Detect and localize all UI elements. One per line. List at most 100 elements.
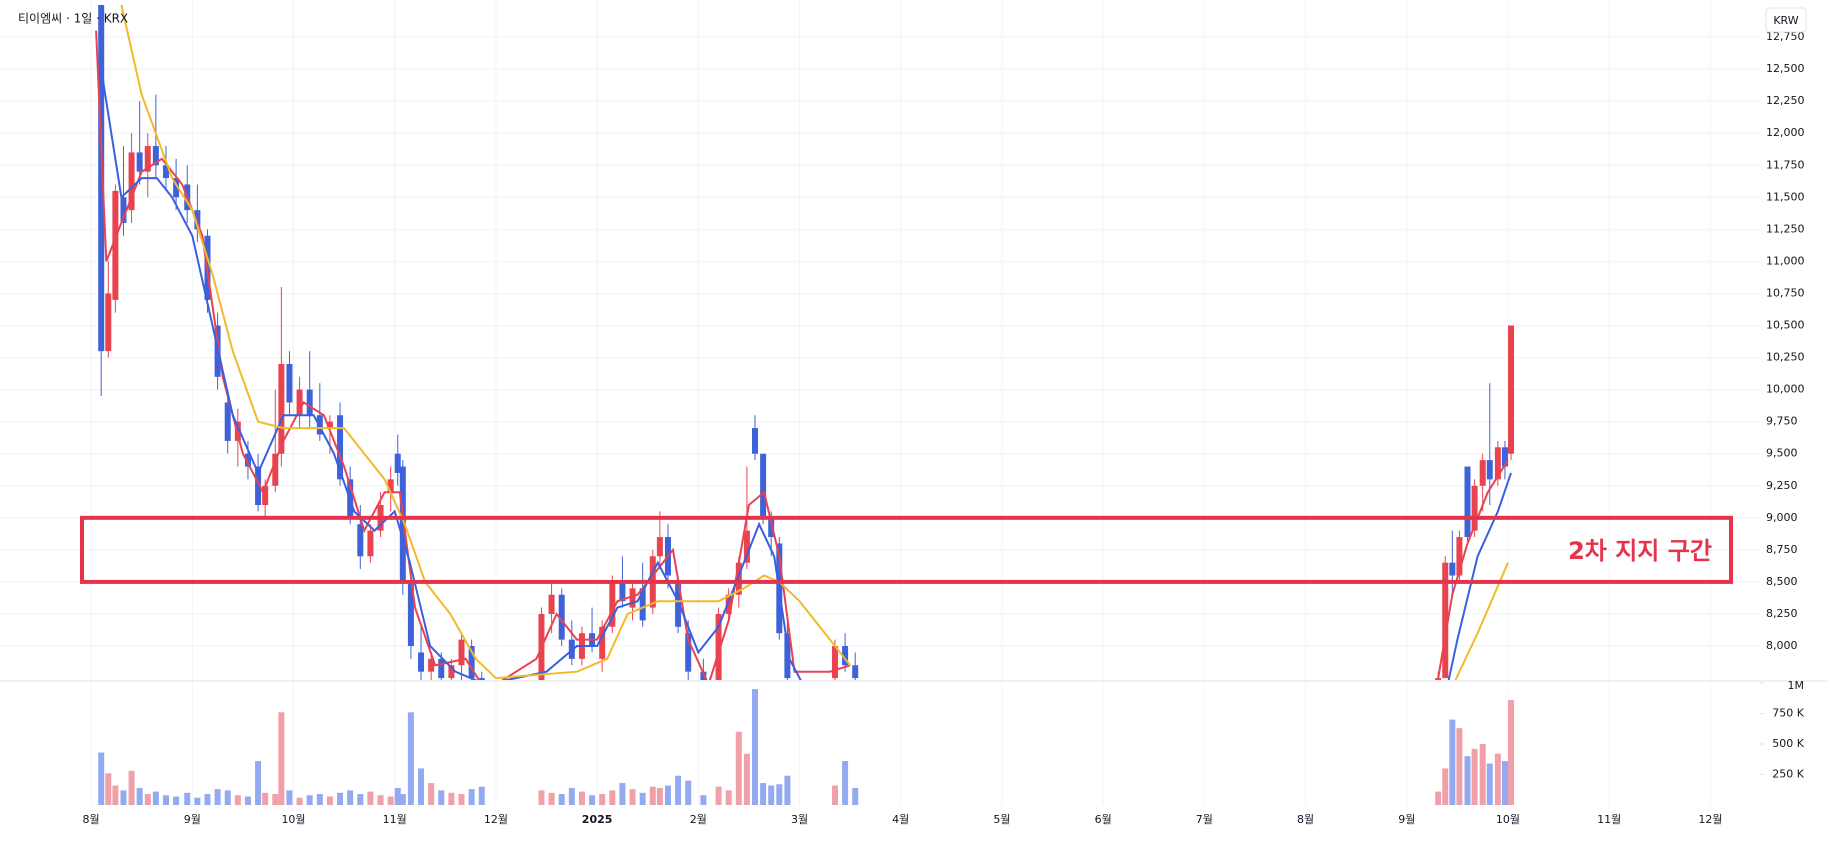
volume-bar bbox=[224, 790, 231, 805]
candle-body bbox=[1449, 562, 1456, 576]
volume-bar bbox=[105, 773, 112, 805]
volume-bar bbox=[1486, 763, 1493, 805]
volume-bar bbox=[548, 792, 555, 805]
candle-body bbox=[743, 530, 750, 563]
candle-body bbox=[1508, 325, 1515, 454]
candle-body bbox=[468, 646, 475, 679]
x-tick-label: 12월 bbox=[1698, 813, 1722, 826]
x-tick-label: 10월 bbox=[281, 813, 305, 826]
candle-body bbox=[244, 453, 251, 467]
axes: 8,000 8,250 8,500 8,750 9,000 9,250 9,500 9,750… bbox=[83, 30, 1805, 826]
volume-bar bbox=[776, 784, 783, 805]
candle-body bbox=[262, 485, 269, 505]
candle-body bbox=[399, 466, 406, 582]
y-tick-label: 8,000 bbox=[1766, 639, 1798, 652]
candle-body bbox=[609, 581, 616, 627]
candle-body bbox=[685, 633, 692, 672]
volume-bar bbox=[852, 787, 859, 805]
volume-bar bbox=[752, 689, 759, 805]
candle-body bbox=[1442, 562, 1449, 679]
volume-bar bbox=[244, 796, 251, 805]
y-tick-label: 12,000 bbox=[1766, 126, 1805, 139]
y-tick-label: 12,500 bbox=[1766, 62, 1805, 75]
candle-body bbox=[842, 646, 849, 666]
volume-bar bbox=[438, 790, 445, 805]
y-tick-label: 11,000 bbox=[1766, 254, 1805, 267]
volume-bar bbox=[347, 790, 354, 805]
candle-body bbox=[1456, 537, 1463, 576]
volume-bar bbox=[538, 790, 545, 805]
candle-body bbox=[448, 665, 455, 679]
volume-bar bbox=[184, 792, 191, 805]
candle-body bbox=[255, 466, 262, 505]
candle-body bbox=[831, 646, 838, 679]
volume-bar bbox=[700, 795, 707, 805]
candle-body bbox=[1479, 460, 1486, 486]
y-tick-label: 10,750 bbox=[1766, 286, 1805, 299]
volume-bar bbox=[1449, 719, 1456, 805]
y-tick-label: 8,750 bbox=[1766, 543, 1798, 556]
volume-bar bbox=[272, 794, 279, 805]
candle-body bbox=[599, 626, 606, 659]
candle-body bbox=[98, 5, 105, 352]
grid bbox=[0, 0, 1760, 805]
volume-bar bbox=[120, 790, 127, 805]
volume-bar bbox=[316, 794, 323, 805]
volume-bar bbox=[262, 792, 269, 805]
candle-body bbox=[784, 633, 791, 679]
x-tick-label: 10월 bbox=[1496, 813, 1520, 826]
volume-bar bbox=[831, 785, 838, 805]
volume-bar bbox=[387, 796, 394, 805]
volume-bar bbox=[112, 785, 119, 805]
volume-bar bbox=[1435, 791, 1442, 805]
volume-bar bbox=[768, 785, 775, 805]
volume-tick-label: 1M bbox=[1788, 679, 1805, 692]
x-tick-label: 9월 bbox=[184, 813, 201, 826]
volume-bar bbox=[98, 752, 105, 805]
volume-bar bbox=[204, 794, 211, 805]
volume-bar bbox=[234, 795, 241, 805]
volume-bar bbox=[136, 787, 143, 805]
volume-bar bbox=[735, 731, 742, 805]
candle-body bbox=[326, 421, 333, 429]
x-tick-label: 8월 bbox=[1297, 813, 1314, 826]
x-tick-label: 3월 bbox=[791, 813, 808, 826]
volume-bar bbox=[255, 761, 262, 805]
volume-bar bbox=[609, 790, 616, 805]
volume-bar bbox=[478, 786, 485, 805]
x-tick-label: 8월 bbox=[83, 813, 100, 826]
candle-body bbox=[224, 402, 231, 441]
y-tick-label: 9,500 bbox=[1766, 447, 1798, 460]
x-tick-label: 12월 bbox=[484, 813, 508, 826]
y-tick-label: 10,250 bbox=[1766, 351, 1805, 364]
x-tick-label: 7월 bbox=[1196, 813, 1213, 826]
volume-bar bbox=[1479, 744, 1486, 805]
volume-bar bbox=[399, 794, 406, 805]
volume-bar bbox=[162, 795, 169, 805]
candle-body bbox=[548, 594, 555, 614]
x-tick-label: 2월 bbox=[690, 813, 707, 826]
candle-body bbox=[306, 389, 313, 416]
candle-body bbox=[458, 639, 465, 666]
volume-bar bbox=[306, 795, 313, 805]
y-tick-label: 12,250 bbox=[1766, 94, 1805, 107]
volume-tick-label: 250 K bbox=[1772, 768, 1804, 781]
candle-body bbox=[1501, 447, 1508, 467]
y-tick-label: 8,500 bbox=[1766, 575, 1798, 588]
candle-body bbox=[715, 613, 722, 680]
volume-bar bbox=[649, 786, 656, 805]
volume-bar bbox=[589, 795, 596, 805]
volume-bar bbox=[725, 790, 732, 805]
candle-body bbox=[752, 428, 759, 454]
candle-body bbox=[428, 658, 435, 672]
candle-body bbox=[272, 453, 279, 486]
candle-body bbox=[1486, 460, 1493, 480]
volume-bar bbox=[418, 768, 425, 805]
volume-bar bbox=[1464, 756, 1471, 805]
volume-pane bbox=[98, 689, 1515, 805]
moving-average bbox=[95, 30, 1509, 680]
candle-body bbox=[128, 152, 135, 211]
y-tick-label: 11,500 bbox=[1766, 190, 1805, 203]
candle-body bbox=[337, 415, 344, 480]
